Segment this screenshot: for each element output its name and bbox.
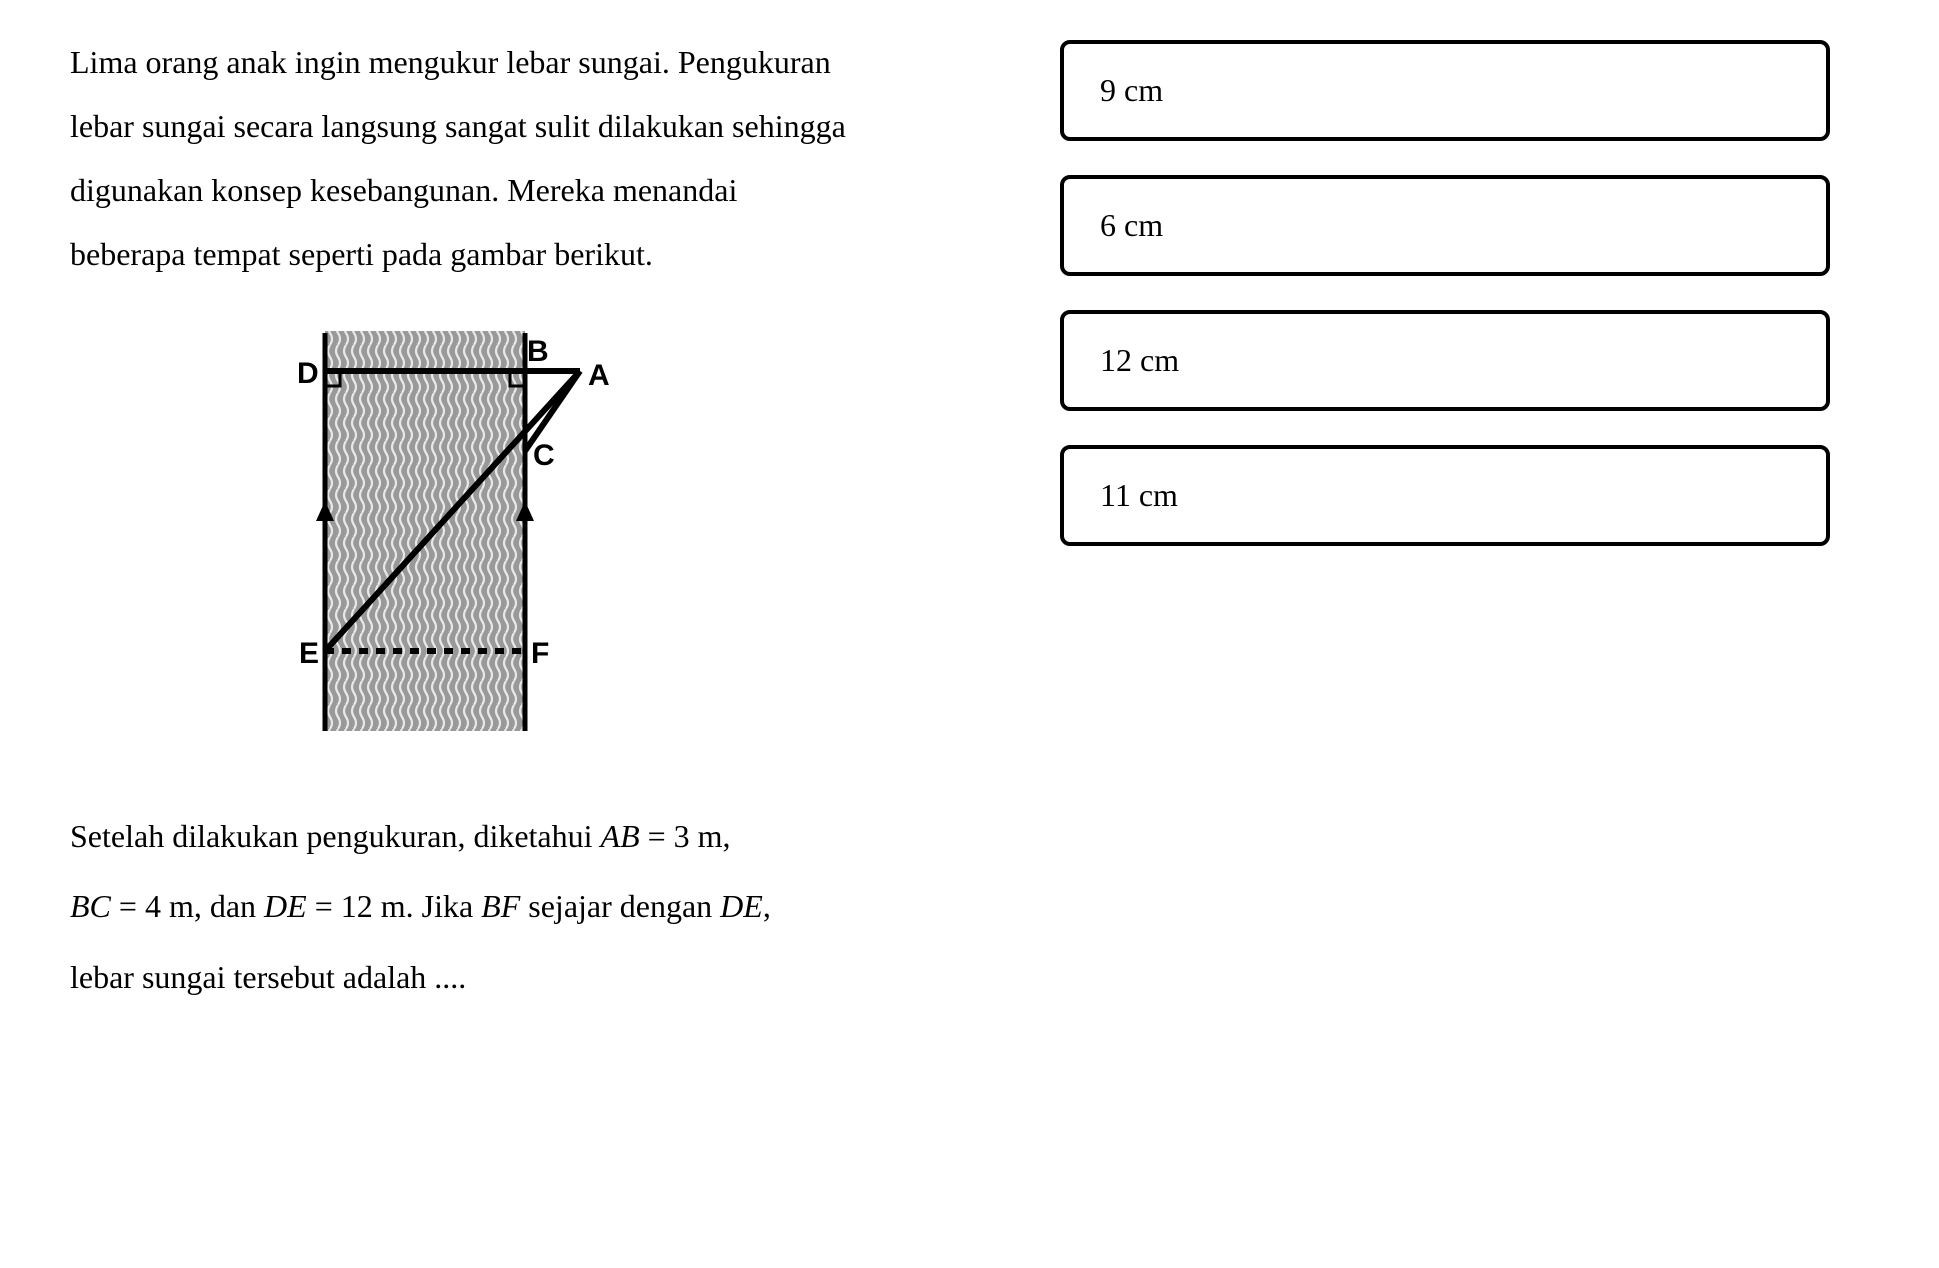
answer-option-4-label: 11 cm xyxy=(1100,477,1178,513)
svg-text:C: C xyxy=(533,439,555,472)
bottom-comma: , xyxy=(763,888,771,924)
diagram-wrapper: D B A C E F xyxy=(270,321,970,741)
bottom-line-2: BC = 4 m, dan DE = 12 m. Jika BF sejajar… xyxy=(70,871,970,941)
answer-option-1[interactable]: 9 cm xyxy=(1060,40,1830,141)
answer-option-2[interactable]: 6 cm xyxy=(1060,175,1830,276)
bc-var: BC xyxy=(70,888,111,924)
ab-var: AB xyxy=(601,818,640,854)
question-line-1: Lima orang anak ingin mengukur lebar sun… xyxy=(70,30,970,94)
answer-option-1-label: 9 cm xyxy=(1100,72,1163,108)
svg-text:F: F xyxy=(531,637,549,670)
answer-option-3-label: 12 cm xyxy=(1100,342,1179,378)
question-text-block: Lima orang anak ingin mengukur lebar sun… xyxy=(70,30,970,286)
bf-var: BF xyxy=(481,888,520,924)
given-values-block: Setelah dilakukan pengukuran, diketahui … xyxy=(70,801,970,1012)
bf-sejajar: sejajar dengan xyxy=(520,888,720,924)
answer-option-3[interactable]: 12 cm xyxy=(1060,310,1830,411)
bottom-line-1: Setelah dilakukan pengukuran, diketahui … xyxy=(70,801,970,871)
bottom-part1: Setelah dilakukan pengukuran, diketahui xyxy=(70,818,601,854)
svg-text:E: E xyxy=(299,637,319,670)
de-eq: = 12 m. Jika xyxy=(307,888,481,924)
answers-column: 9 cm 6 cm 12 cm 11 cm xyxy=(1060,30,1830,1012)
svg-text:D: D xyxy=(297,357,319,390)
answer-option-4[interactable]: 11 cm xyxy=(1060,445,1830,546)
answer-option-2-label: 6 cm xyxy=(1100,207,1163,243)
question-line-2: lebar sungai secara langsung sangat suli… xyxy=(70,94,970,158)
bottom-line-3: lebar sungai tersebut adalah .... xyxy=(70,942,970,1012)
svg-text:B: B xyxy=(527,335,549,368)
ab-eq: = 3 m, xyxy=(640,818,731,854)
question-line-3: digunakan konsep kesebangunan. Mereka me… xyxy=(70,158,970,222)
river-diagram: D B A C E F xyxy=(270,321,630,741)
question-column: Lima orang anak ingin mengukur lebar sun… xyxy=(70,30,970,1012)
question-line-4: beberapa tempat seperti pada gambar beri… xyxy=(70,222,970,286)
de-var: DE xyxy=(264,888,307,924)
svg-text:A: A xyxy=(588,359,610,392)
de-var2: DE xyxy=(720,888,763,924)
page-container: Lima orang anak ingin mengukur lebar sun… xyxy=(70,30,1869,1012)
bc-eq: = 4 m, dan xyxy=(111,888,264,924)
